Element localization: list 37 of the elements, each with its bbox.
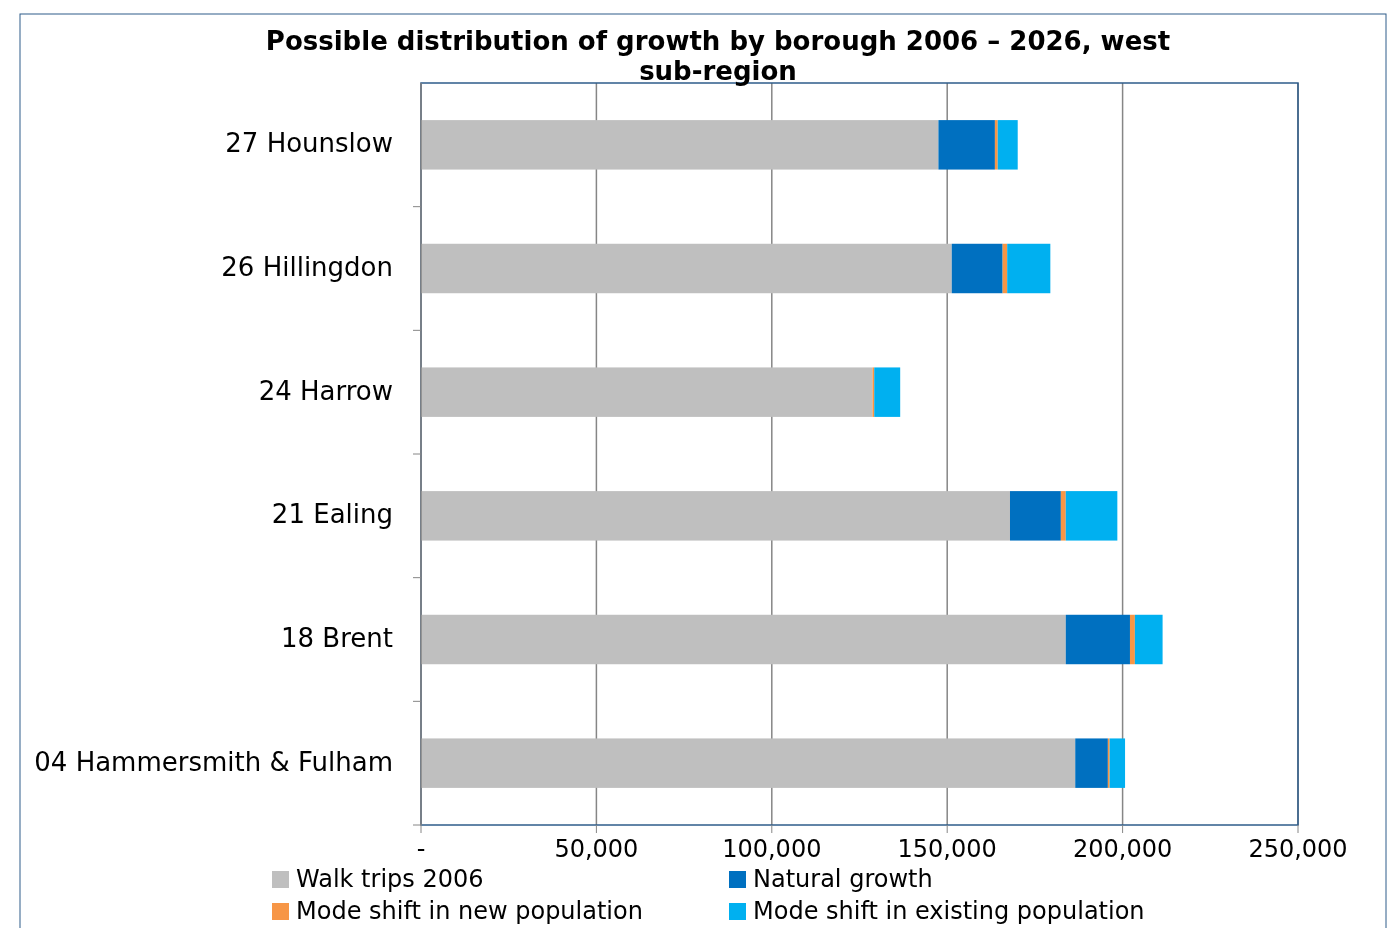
bar [997,120,1018,170]
bar [951,243,1003,294]
bar [421,243,952,294]
x-tick-label: 200,000 [1072,835,1173,863]
legend-label: Walk trips 2006 [296,865,484,893]
legend-label: Mode shift in existing population [753,897,1145,925]
bar [421,367,873,417]
bar [1109,738,1126,788]
y-tick-label: 26 Hillingdon [221,252,393,282]
y-tick-label: 21 Ealing [271,499,393,530]
y-tick-label: 24 Harrow [258,375,393,406]
x-tick-label: 50,000 [554,835,639,863]
bar [1060,491,1066,541]
legend-label: Mode shift in new population [296,897,643,925]
x-tick-label: 100,000 [722,835,822,863]
bar [1007,243,1051,294]
bar [421,120,939,170]
bar [874,367,901,417]
legend-label: Natural growth [753,865,933,893]
bar [1075,738,1108,788]
bar [421,738,1076,788]
bar [1009,491,1061,541]
bar [994,120,998,170]
bar [938,120,995,170]
bar [1134,614,1163,665]
bar [421,491,1010,541]
x-tick-label: 250,000 [1248,835,1348,863]
bar [421,614,1066,665]
x-tick-label: - [416,835,426,863]
bar [1129,614,1135,665]
y-tick-label: 27 Hounslow [225,128,393,159]
chart-title: Possible distribution of growth by borough 2006 – 2026, west sub-region [265,26,1171,86]
bar [1065,614,1130,665]
y-tick-label: 18 Brent [281,623,393,653]
bar [1065,491,1118,541]
x-tick-label: 150,000 [897,835,997,863]
y-tick-label: 04 Hammersmith & Fulham [34,746,393,777]
